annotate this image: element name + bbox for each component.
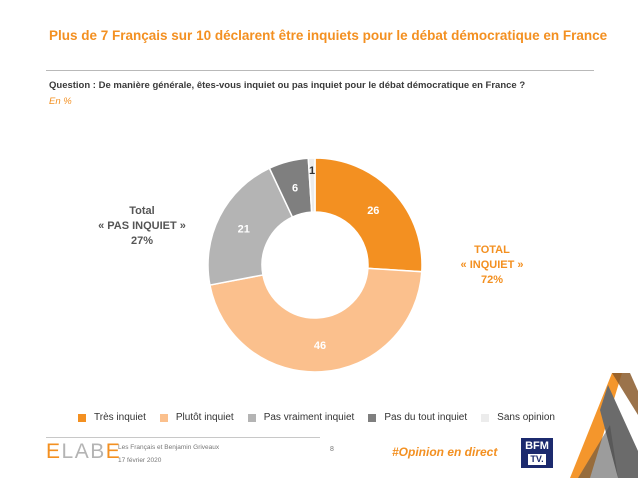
legend-swatch (247, 413, 256, 422)
legend-item-plutot-inquiet: Plutôt inquiet (159, 412, 234, 423)
donut-slice-value: 46 (314, 340, 326, 352)
donut-slice-value: 1 (309, 165, 315, 177)
unit-label: En % (49, 96, 72, 107)
total-not-worried-value: 27% (130, 235, 154, 247)
total-worried-value: 72% (480, 274, 504, 286)
legend-label: Très inquiet (94, 412, 146, 423)
legend-swatch (481, 413, 490, 422)
legend-label: Sans opinion (497, 412, 555, 423)
legend-item-pas-du-tout-inquiet: Pas du tout inquiet (368, 412, 467, 423)
study-date: 17 février 2020 (118, 457, 162, 464)
donut-slices (207, 157, 423, 373)
chart-legend: Très inquiet Plutôt inquiet Pas vraiment… (78, 412, 555, 423)
total-worried-label: TOTAL (474, 244, 510, 256)
donut-slice-tres-inquiet (314, 157, 423, 273)
total-not-worried-label: Total (129, 205, 155, 217)
donut-slice-plutot-inquiet (209, 267, 423, 373)
bfm-text: BFM (525, 440, 549, 452)
donut-slice-pas-vraiment-inquiet (207, 167, 294, 286)
decorative-a-shape (570, 373, 638, 478)
legend-label: Pas vraiment inquiet (263, 412, 355, 423)
hashtag: #Opinion en direct (392, 445, 498, 459)
survey-question: Question : De manière générale, êtes-vou… (49, 80, 526, 91)
total-worried: TOTAL « INQUIET » 72% (440, 243, 544, 288)
legend-item-tres-inquiet: Très inquiet (78, 412, 146, 423)
legend-label: Pas du tout inquiet (384, 412, 468, 423)
study-name: Les Français et Benjamin Griveaux (118, 444, 220, 451)
donut-slice-labels: 26 46 21 61 (238, 165, 380, 352)
donut-slice-value: 21 (238, 224, 250, 236)
page-number: 8 (330, 446, 334, 453)
header-divider (46, 70, 594, 71)
legend-swatch (368, 413, 377, 422)
page-title: Plus de 7 Français sur 10 déclarent être… (49, 28, 608, 43)
legend-swatch (159, 413, 168, 422)
total-not-worried: Total « PAS INQUIET » 27% (78, 204, 206, 249)
bfmtv-logo: BFM TV. (521, 438, 553, 468)
donut-slice-value: 26 (367, 205, 379, 217)
donut-slice-sans-opinion (307, 157, 316, 213)
legend-swatch (78, 413, 86, 422)
total-worried-sublabel: « INQUIET » (460, 259, 524, 271)
elabe-logo: ELABE (46, 440, 122, 463)
legend-item-pas-vraiment-inquiet: Pas vraiment inquiet (247, 412, 355, 423)
legend-label: Plutôt inquiet (175, 412, 234, 423)
total-not-worried-sublabel: « PAS INQUIET » (98, 220, 186, 232)
donut-slice-value: 6 (292, 183, 298, 195)
footer-divider (46, 437, 320, 438)
tv-text: TV. (528, 454, 546, 465)
legend-item-sans-opinion: Sans opinion (481, 412, 555, 423)
